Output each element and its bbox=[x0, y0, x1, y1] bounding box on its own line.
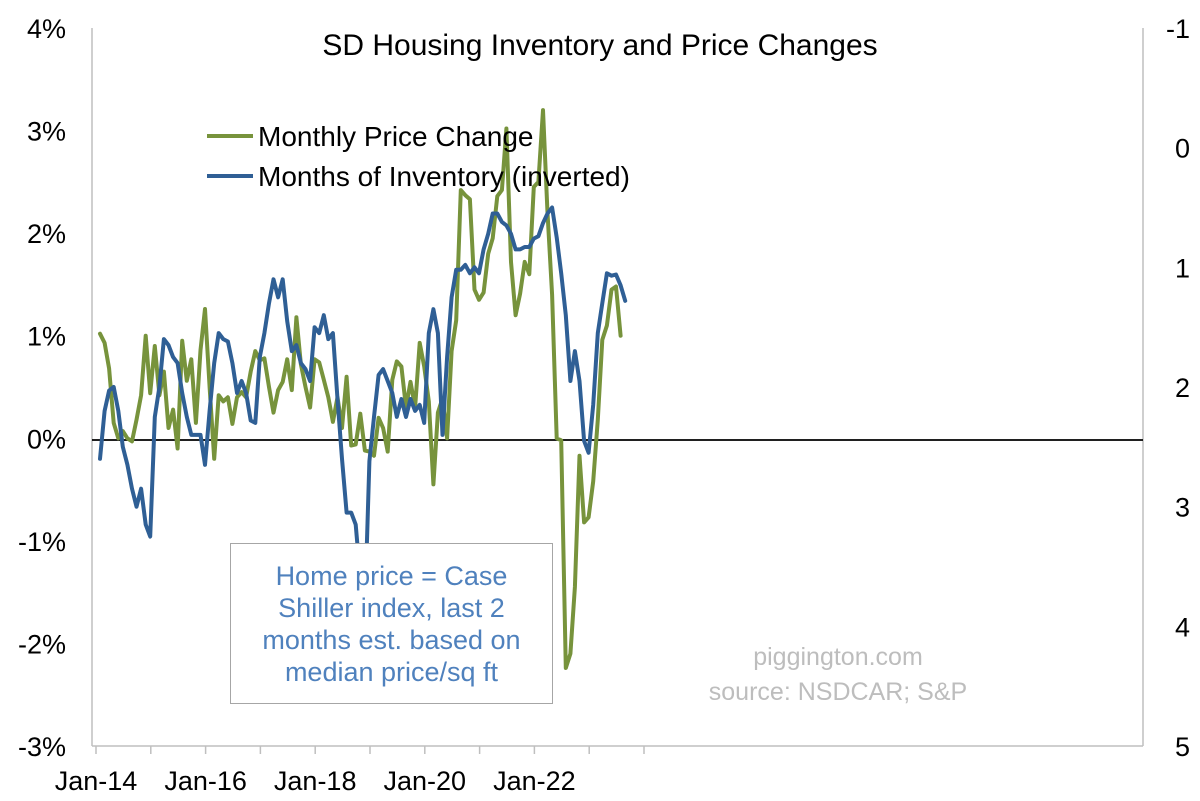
legend-label-price: Monthly Price Change bbox=[258, 121, 533, 152]
y-left-tick-label: -2% bbox=[18, 629, 66, 659]
legend-label-inventory: Months of Inventory (inverted) bbox=[258, 161, 630, 192]
y-right-tick-label: 2 bbox=[1175, 373, 1190, 403]
x-tick-label: Jan-20 bbox=[384, 766, 467, 796]
y-left-tick-label: 2% bbox=[27, 219, 66, 249]
chart-title: SD Housing Inventory and Price Changes bbox=[322, 29, 877, 62]
y-right-tick-label: 4 bbox=[1175, 612, 1190, 642]
y-left-tick-label: 3% bbox=[27, 117, 66, 147]
series-line-price-change bbox=[98, 108, 623, 670]
y-right-tick-label: 1 bbox=[1175, 253, 1190, 283]
y-left-tick-label: 4% bbox=[27, 14, 66, 44]
legend: Monthly Price Change Months of Inventory… bbox=[207, 121, 630, 192]
y-right-tick-label: 0 bbox=[1175, 134, 1190, 164]
y-right-tick-label: 3 bbox=[1175, 493, 1190, 523]
watermark-site: piggington.com bbox=[753, 643, 923, 671]
y-right-tick-label: 5 bbox=[1175, 732, 1190, 762]
y-left-tick-label: 1% bbox=[27, 322, 66, 352]
x-tick-label: Jan-14 bbox=[55, 766, 138, 796]
y-left-tick-label: -1% bbox=[18, 527, 66, 557]
watermark-source: source: NSDCAR; S&P bbox=[709, 678, 967, 706]
y-left-tick-label: 0% bbox=[27, 424, 66, 454]
y-right-tick-label: -1 bbox=[1166, 14, 1190, 44]
annotation-note-text: Home price = Case Shiller index, last 2 … bbox=[262, 560, 521, 687]
y-left-tick-label: -3% bbox=[18, 732, 66, 762]
x-tick-label: Jan-16 bbox=[164, 766, 247, 796]
annotation-note-box: Home price = Case Shiller index, last 2 … bbox=[230, 543, 553, 704]
x-tick-label: Jan-18 bbox=[274, 766, 357, 796]
x-tick-label: Jan-22 bbox=[493, 766, 576, 796]
